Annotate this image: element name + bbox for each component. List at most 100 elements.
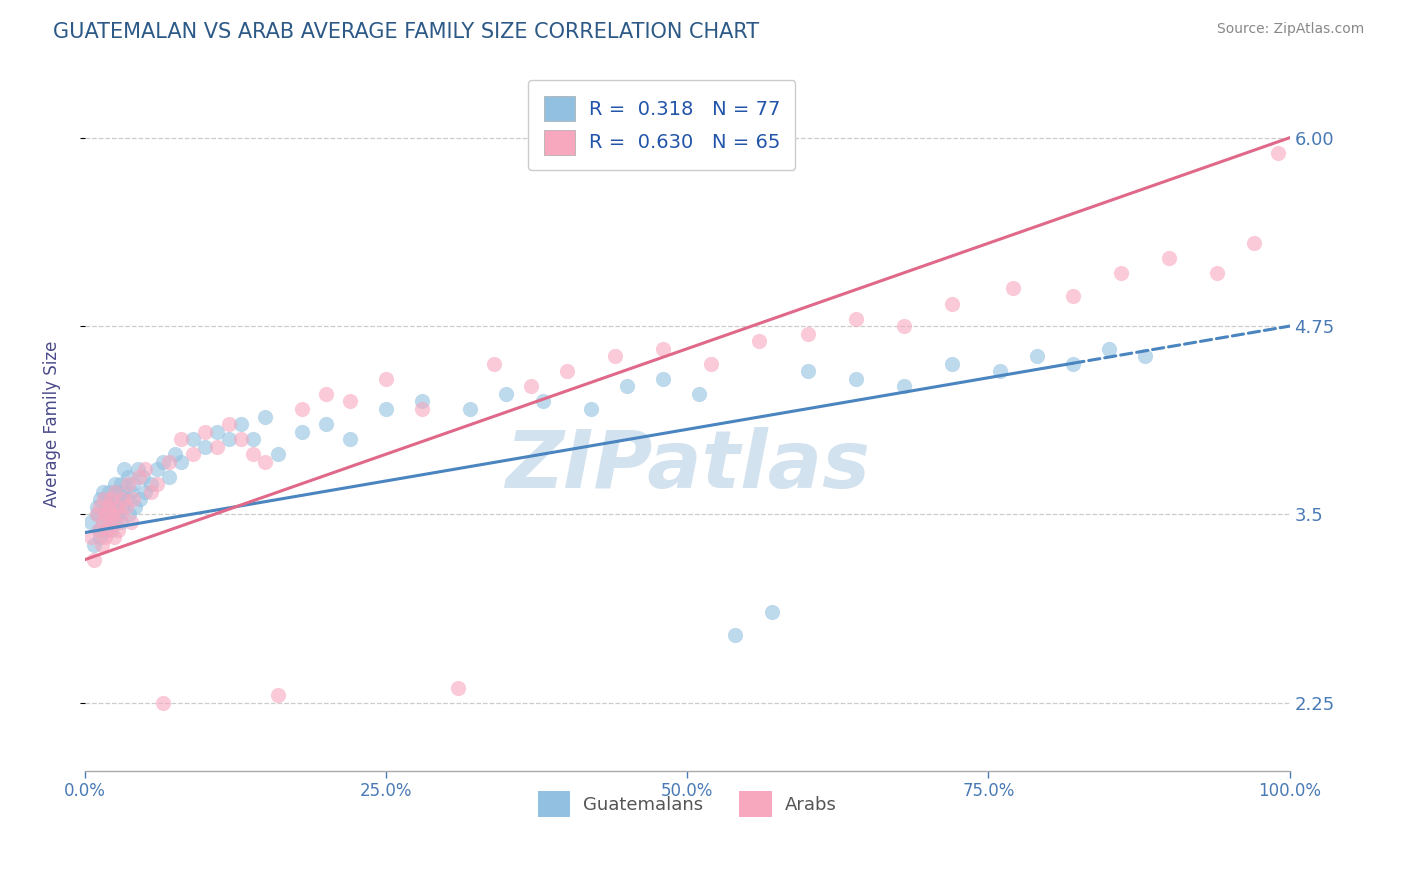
Point — [96, 492, 118, 507]
Point — [652, 372, 675, 386]
Point — [104, 500, 127, 514]
Point — [207, 440, 229, 454]
Point — [165, 447, 187, 461]
Point — [89, 523, 111, 537]
Point — [97, 523, 120, 537]
Point — [1133, 349, 1156, 363]
Point — [495, 387, 517, 401]
Point — [796, 326, 818, 341]
Point — [124, 500, 146, 514]
Point — [89, 523, 111, 537]
Point — [114, 500, 136, 514]
Point — [146, 477, 169, 491]
Legend: Guatemalans, Arabs: Guatemalans, Arabs — [531, 784, 844, 824]
Point — [291, 425, 314, 439]
Point — [1062, 289, 1084, 303]
Point — [170, 432, 193, 446]
Point — [339, 432, 361, 446]
Point — [105, 515, 128, 529]
Point — [181, 432, 204, 446]
Point — [97, 515, 120, 529]
Point — [845, 372, 868, 386]
Point — [519, 379, 541, 393]
Point — [194, 440, 217, 454]
Point — [117, 470, 139, 484]
Point — [89, 530, 111, 544]
Point — [110, 477, 132, 491]
Point — [104, 477, 127, 491]
Point — [111, 500, 134, 514]
Point — [131, 470, 153, 484]
Point — [98, 500, 121, 514]
Point — [291, 402, 314, 417]
Point — [93, 508, 115, 522]
Point — [128, 470, 150, 484]
Point — [796, 364, 818, 378]
Point — [152, 455, 174, 469]
Point — [555, 364, 578, 378]
Point — [114, 462, 136, 476]
Point — [89, 500, 111, 514]
Y-axis label: Average Family Size: Average Family Size — [44, 341, 60, 508]
Point — [724, 628, 747, 642]
Point — [94, 530, 117, 544]
Point — [97, 500, 120, 514]
Point — [1062, 357, 1084, 371]
Point — [315, 387, 337, 401]
Point — [748, 334, 770, 348]
Point — [1243, 236, 1265, 251]
Point — [122, 477, 145, 491]
Point — [83, 552, 105, 566]
Point — [129, 492, 152, 507]
Point — [941, 357, 963, 371]
Point — [110, 515, 132, 529]
Point — [242, 447, 264, 461]
Point — [688, 387, 710, 401]
Point — [103, 530, 125, 544]
Point — [157, 455, 180, 469]
Point — [139, 477, 162, 491]
Point — [86, 508, 108, 522]
Point — [218, 432, 240, 446]
Point — [1025, 349, 1047, 363]
Point — [110, 508, 132, 522]
Point — [1109, 266, 1132, 280]
Text: Source: ZipAtlas.com: Source: ZipAtlas.com — [1216, 22, 1364, 37]
Point — [231, 432, 253, 446]
Point — [1001, 281, 1024, 295]
Point — [893, 379, 915, 393]
Point — [242, 432, 264, 446]
Point — [80, 530, 103, 544]
Point — [96, 508, 118, 522]
Point — [603, 349, 626, 363]
Point — [1267, 145, 1289, 160]
Point — [181, 447, 204, 461]
Point — [86, 508, 108, 522]
Point — [122, 492, 145, 507]
Point — [97, 484, 120, 499]
Point — [105, 508, 128, 522]
Point — [339, 394, 361, 409]
Point — [845, 311, 868, 326]
Point — [139, 484, 162, 499]
Point — [91, 515, 114, 529]
Point — [105, 500, 128, 514]
Point — [103, 515, 125, 529]
Point — [86, 500, 108, 514]
Point — [112, 484, 135, 499]
Point — [100, 523, 122, 537]
Point — [254, 409, 277, 424]
Point — [315, 417, 337, 431]
Point — [107, 492, 129, 507]
Point — [134, 462, 156, 476]
Point — [120, 484, 142, 499]
Point — [941, 296, 963, 310]
Point — [96, 523, 118, 537]
Point — [700, 357, 723, 371]
Point — [531, 394, 554, 409]
Point — [104, 484, 127, 499]
Point — [1159, 252, 1181, 266]
Point — [194, 425, 217, 439]
Point — [207, 425, 229, 439]
Point — [101, 492, 124, 507]
